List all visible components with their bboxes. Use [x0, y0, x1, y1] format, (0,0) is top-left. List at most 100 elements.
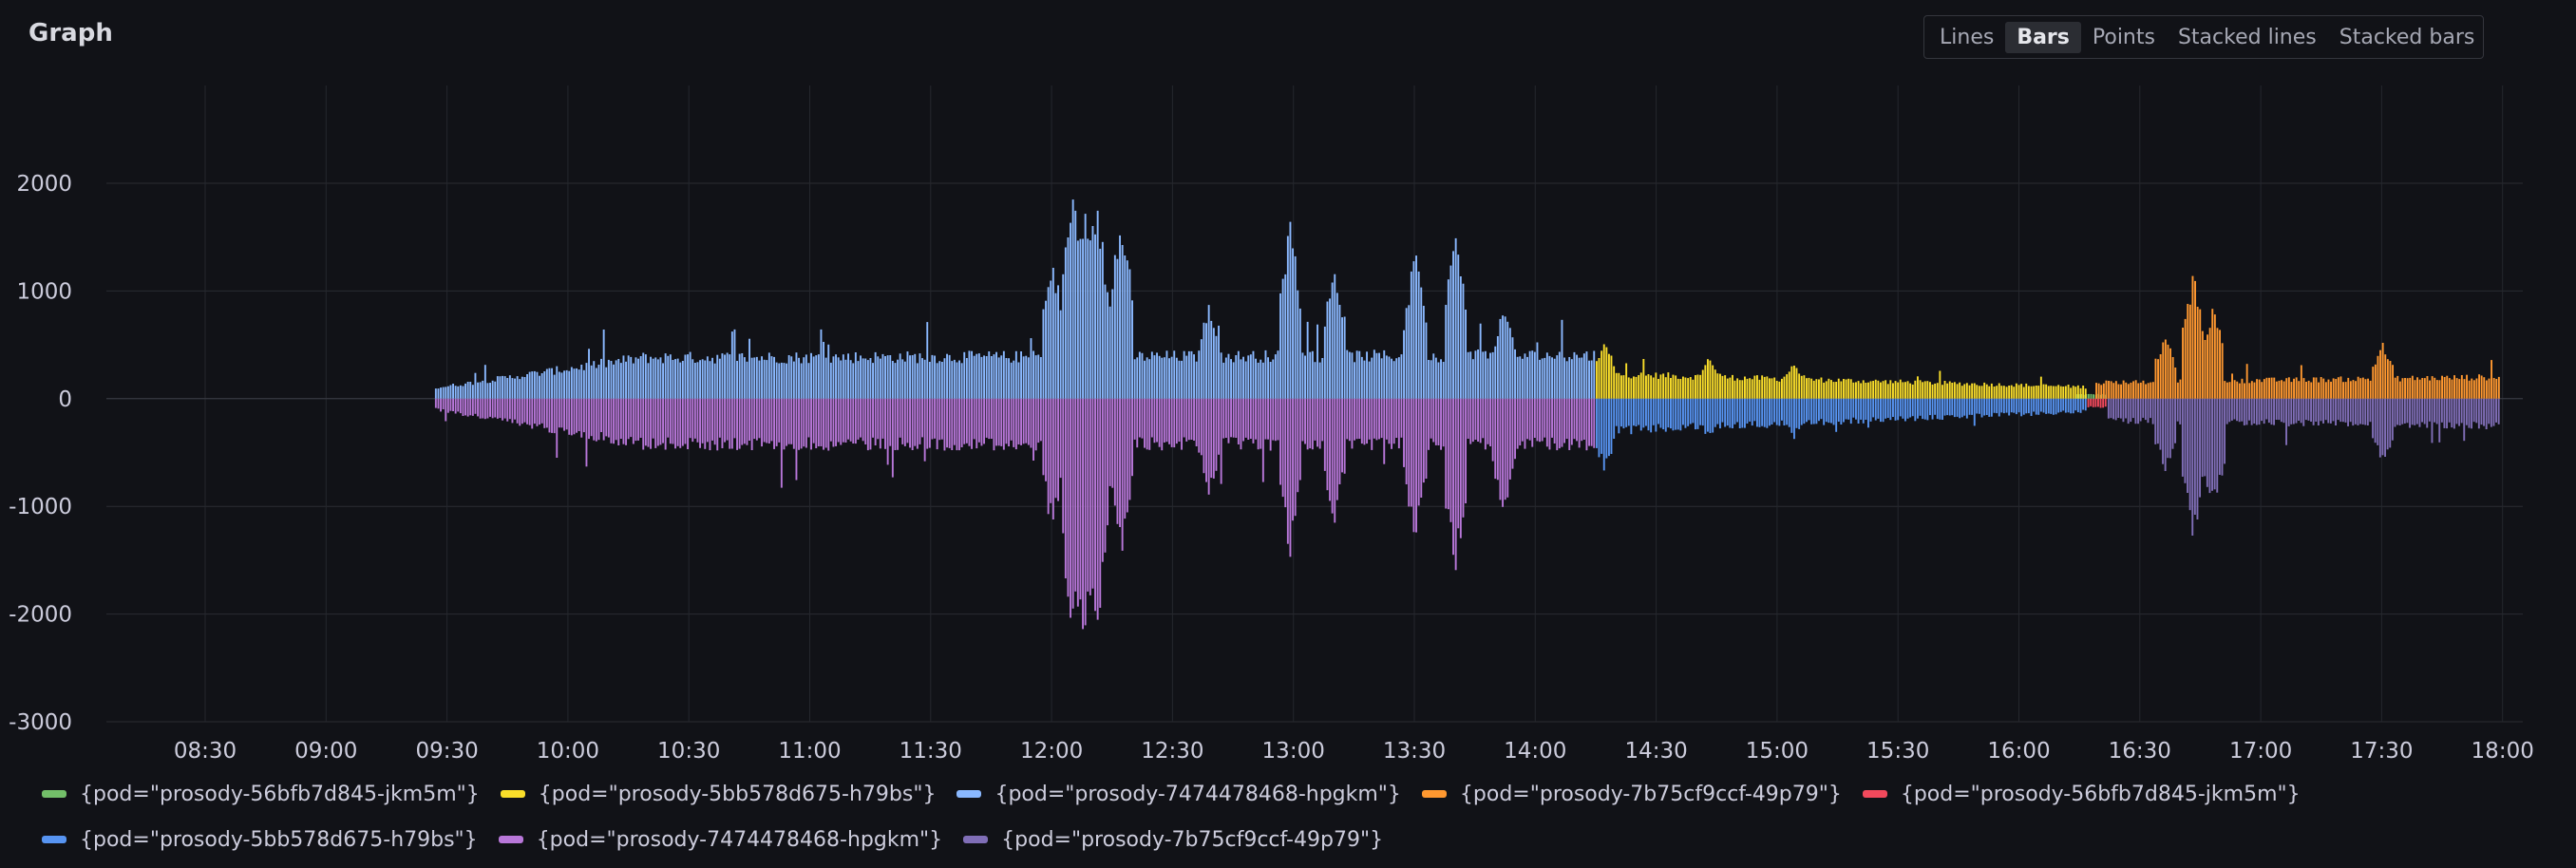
bar	[2100, 385, 2103, 399]
bar	[553, 398, 556, 434]
bar	[672, 398, 674, 444]
bar	[1076, 240, 1079, 399]
bar	[2033, 398, 2036, 412]
bar	[968, 350, 971, 399]
bar	[1806, 378, 1808, 399]
bar	[1701, 369, 1704, 399]
bar	[2047, 398, 2050, 414]
legend-item[interactable]: {pod="prosody-56bfb7d845-jkm5m"}	[1862, 783, 2301, 806]
bar	[1860, 398, 1863, 420]
x-tick-label: 14:30	[1624, 739, 1687, 764]
bar	[474, 398, 477, 414]
bar	[823, 398, 824, 450]
bar	[1385, 355, 1388, 399]
bar	[1539, 398, 1541, 443]
bar	[1141, 398, 1144, 439]
bar	[1672, 398, 1675, 431]
bar	[2137, 383, 2140, 399]
legend-item[interactable]: {pod="prosody-7b75cf9ccf-49p79"}	[1421, 783, 1842, 806]
bar	[563, 398, 565, 431]
bar	[805, 354, 807, 399]
bar	[835, 398, 837, 446]
legend-swatch	[42, 790, 66, 798]
bar	[1499, 398, 1502, 500]
bar	[1334, 398, 1336, 523]
legend-item[interactable]: {pod="prosody-7474478468-hpgkm"}	[498, 828, 942, 852]
bar	[2349, 398, 2352, 423]
bar	[1116, 258, 1119, 399]
bar	[1415, 255, 1417, 399]
bar	[1996, 386, 1998, 399]
bar	[1923, 398, 1926, 420]
bar	[1432, 398, 1435, 443]
bar	[578, 398, 580, 431]
bar	[921, 398, 923, 438]
bar	[1255, 398, 1257, 440]
bar	[1360, 356, 1363, 399]
bar	[1778, 381, 1781, 399]
bar	[1840, 398, 1843, 425]
legend-item[interactable]: {pod="prosody-5bb578d675-h79bs"}	[42, 828, 478, 852]
stacked-lines-button[interactable]: Stacked lines	[2177, 25, 2317, 49]
x-tick-label: 12:30	[1141, 739, 1203, 764]
legend-item[interactable]: {pod="prosody-7b75cf9ccf-49p79"}	[963, 828, 1383, 852]
bar	[597, 365, 600, 399]
bar	[1079, 398, 1082, 600]
bar	[1212, 328, 1215, 399]
bars-button[interactable]: Bars	[2005, 21, 2081, 53]
bar	[1953, 398, 1956, 418]
bar	[1778, 398, 1781, 426]
legend-item[interactable]: {pod="prosody-7474478468-hpgkm"}	[957, 783, 1401, 806]
bar	[2384, 354, 2387, 399]
bar	[508, 398, 511, 420]
bar	[2176, 382, 2179, 399]
bar	[767, 352, 770, 399]
bar	[1692, 398, 1695, 424]
bar	[1610, 355, 1613, 399]
bar	[2404, 378, 2406, 399]
bar	[1298, 398, 1301, 481]
bar	[1047, 398, 1050, 515]
legend-item[interactable]: {pod="prosody-5bb578d675-h79bs"}	[500, 783, 936, 806]
points-button[interactable]: Points	[2092, 25, 2155, 49]
bar	[1341, 398, 1343, 473]
bar	[1267, 357, 1269, 399]
stacked-bars-button[interactable]: Stacked bars	[2339, 25, 2475, 49]
bar	[1578, 357, 1581, 399]
bar	[1608, 398, 1610, 457]
legend-item[interactable]: {pod="prosody-56bfb7d845-jkm5m"}	[42, 783, 480, 806]
bar	[2421, 378, 2424, 399]
bar	[1744, 376, 1746, 399]
bar	[750, 357, 753, 399]
bar	[446, 398, 449, 413]
bar	[558, 371, 560, 399]
bar	[2151, 382, 2154, 399]
bar	[607, 398, 610, 438]
bar	[810, 352, 812, 399]
bar	[724, 398, 726, 443]
bar	[479, 398, 482, 419]
bar	[1980, 398, 1983, 418]
bar	[2471, 398, 2472, 429]
bar	[1417, 271, 1420, 399]
bar	[1124, 255, 1127, 399]
bar	[1107, 292, 1108, 399]
bar	[860, 355, 862, 399]
bar	[2120, 384, 2122, 399]
bar	[1185, 355, 1188, 399]
bar	[2398, 381, 2401, 399]
lines-button[interactable]: Lines	[1940, 25, 1995, 49]
bar	[580, 398, 583, 438]
bar	[672, 360, 674, 399]
bar	[1294, 398, 1297, 517]
legend-label: {pod="prosody-5bb578d675-h79bs"}	[80, 827, 478, 852]
bar	[1121, 245, 1124, 399]
bar	[2250, 381, 2253, 399]
bar	[556, 366, 559, 399]
bar	[1783, 398, 1786, 425]
bar	[1585, 398, 1588, 451]
bar	[1630, 378, 1633, 399]
bar	[1786, 398, 1789, 425]
bar	[1050, 398, 1052, 503]
